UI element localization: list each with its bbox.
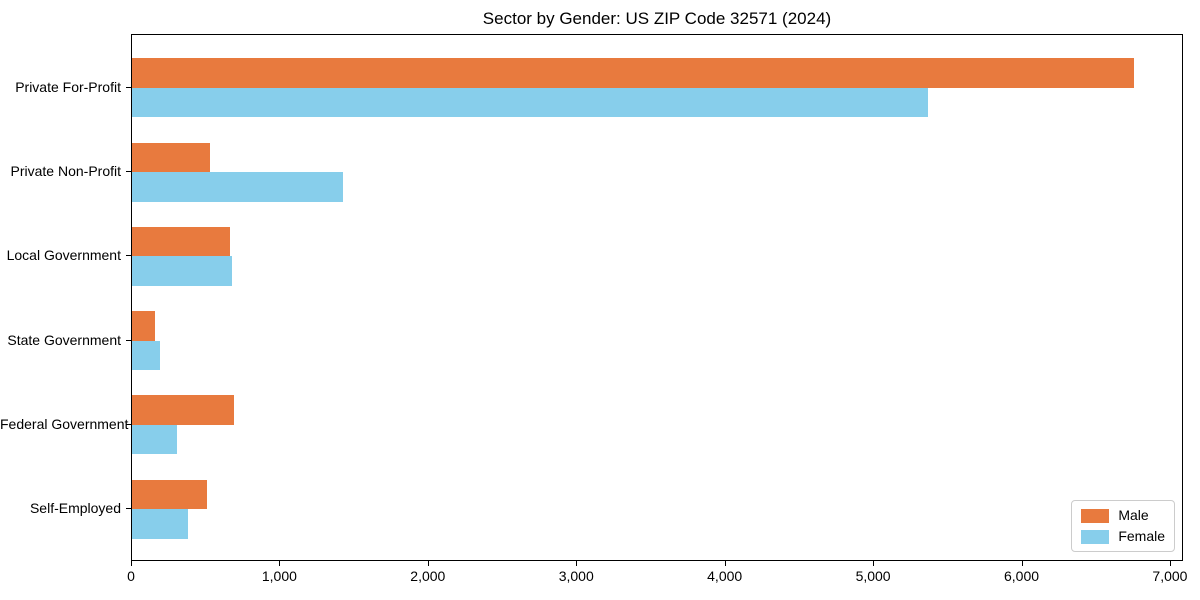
x-axis-label-7000: 7,000	[1152, 568, 1188, 584]
bar-female-private-for-profit	[132, 87, 929, 118]
x-axis-label-6000: 6,000	[1003, 568, 1040, 584]
legend-entry-female: Female	[1081, 529, 1165, 544]
x-axis-label-2000: 2,000	[410, 568, 446, 584]
y-axis-label-local-government: Local Government	[6, 247, 121, 264]
bar-female-private-non-profit	[132, 172, 344, 202]
legend: Male Female	[1071, 500, 1175, 552]
bar-female-self-employed	[132, 509, 188, 539]
x-tick-4000	[724, 561, 726, 566]
bar-female-federal-government	[132, 424, 178, 455]
y-axis-label-private-non-profit: Private Non-Profit	[10, 163, 121, 180]
x-tick-3000	[576, 561, 578, 566]
x-axis-label-3000: 3,000	[558, 568, 594, 584]
bar-male-private-for-profit	[132, 58, 1134, 88]
y-tick-self-employed	[126, 508, 131, 510]
plot-area: Male Female	[131, 34, 1183, 561]
x-tick-7000	[1169, 561, 1171, 566]
legend-entry-male: Male	[1081, 508, 1165, 523]
x-tick-1000	[279, 561, 281, 566]
y-axis-label-federal-government: Federal Government	[0, 415, 129, 432]
bar-female-local-government	[132, 256, 233, 286]
legend-swatch-male-icon	[1081, 508, 1110, 523]
legend-label-male: Male	[1118, 507, 1149, 523]
legend-label-female: Female	[1118, 528, 1165, 544]
y-axis-label-private-for-profit: Private For-Profit	[15, 78, 121, 95]
y-tick-federal-government	[126, 423, 131, 425]
x-tick-5000	[873, 561, 875, 566]
bar-male-self-employed	[132, 479, 207, 510]
y-tick-state-government	[126, 339, 131, 341]
x-axis-label-0: 0	[127, 568, 135, 584]
bar-male-private-non-profit	[132, 142, 210, 172]
y-axis-label-state-government: State Government	[7, 331, 121, 348]
bar-male-federal-government	[132, 395, 235, 425]
y-tick-private-non-profit	[126, 171, 131, 173]
x-axis-label-4000: 4,000	[707, 568, 743, 584]
y-tick-private-for-profit	[126, 86, 131, 88]
bar-female-state-government	[132, 340, 161, 371]
legend-swatch-female-icon	[1081, 529, 1110, 544]
x-tick-0	[131, 561, 132, 566]
x-tick-6000	[1021, 561, 1023, 566]
x-axis-label-1000: 1,000	[261, 568, 297, 584]
chart-title: Sector by Gender: US ZIP Code 32571 (202…	[482, 9, 832, 28]
y-axis-label-self-employed: Self-Employed	[29, 500, 121, 517]
y-tick-local-government	[126, 255, 131, 257]
bar-male-local-government	[132, 226, 230, 257]
x-tick-2000	[427, 561, 429, 566]
x-axis-label-5000: 5,000	[855, 568, 891, 584]
bar-male-state-government	[132, 311, 155, 341]
